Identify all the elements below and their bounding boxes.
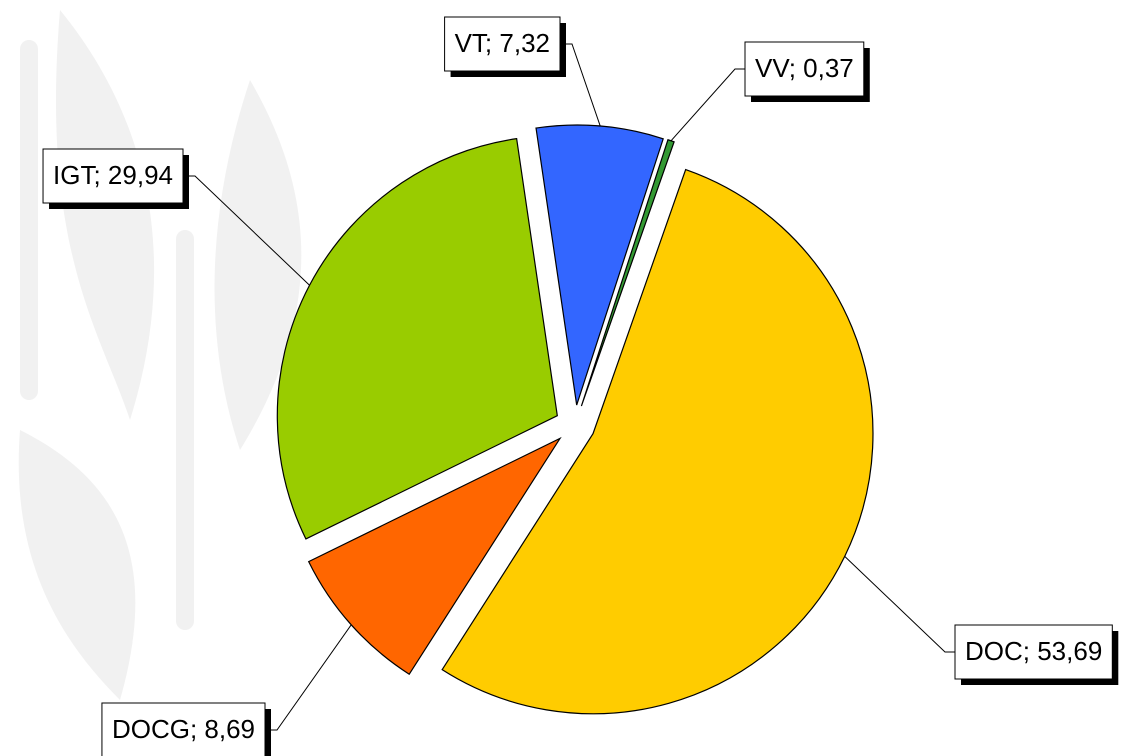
watermark bbox=[18, 10, 302, 700]
leader-line bbox=[560, 43, 601, 127]
leader-line bbox=[844, 555, 955, 653]
pie-slice bbox=[535, 124, 664, 406]
label-box bbox=[42, 148, 184, 204]
label-box bbox=[954, 624, 1113, 680]
label-box bbox=[101, 702, 266, 756]
data-label: VV; 0,37 bbox=[755, 53, 854, 83]
pie-slice bbox=[307, 436, 562, 676]
leader-line bbox=[265, 624, 352, 731]
data-label: IGT; 29,94 bbox=[53, 160, 173, 190]
data-label: DOCG; 8,69 bbox=[112, 714, 255, 744]
leader-line bbox=[670, 68, 745, 142]
label-box bbox=[444, 16, 561, 72]
data-label: VT; 7,32 bbox=[455, 28, 550, 58]
data-label: DOC; 53,69 bbox=[965, 636, 1102, 666]
pie-slice bbox=[441, 168, 874, 715]
label-box bbox=[744, 41, 865, 97]
